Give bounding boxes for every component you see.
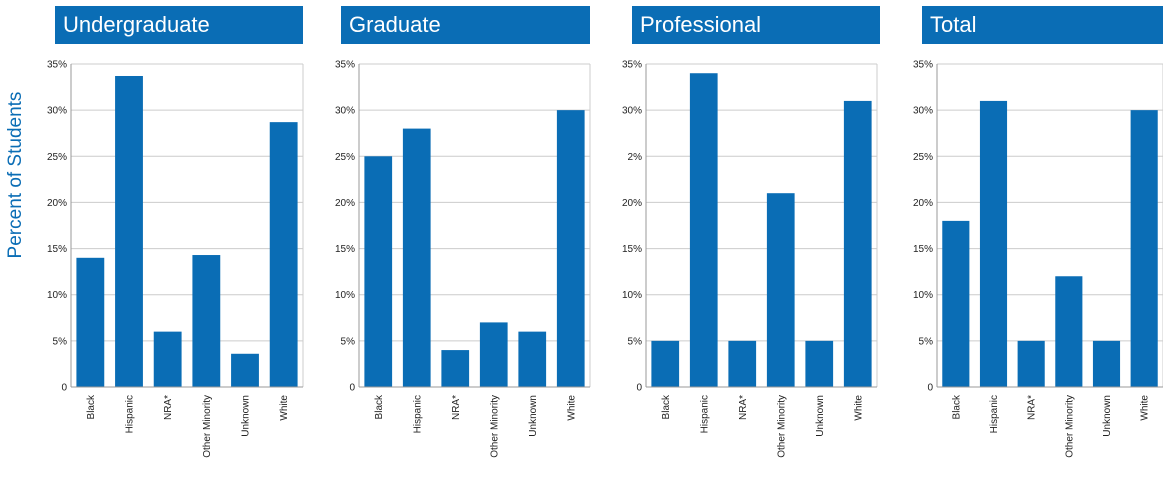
y-tick-label: 20% [622,198,642,209]
y-tick-label: 0 [349,383,355,394]
bar-other-minority [766,193,795,387]
y-tick-label: 10% [47,290,67,301]
bar-black [364,156,393,387]
y-tick-label: 5% [341,336,356,347]
bar-other-minority [1055,276,1083,387]
bar-nra- [728,340,757,387]
y-tick-label: 10% [622,290,642,301]
bar-nra- [441,350,470,387]
y-tick-label: 10% [913,290,933,301]
chart-panel-2: 0 5% 10% 15% 20% 2% 30% 35% Black Hispanic NRA* Oth… [622,60,878,458]
x-tick-label: Hispanic [412,395,423,433]
bar-black [942,220,970,387]
x-tick-label: NRA* [738,395,749,420]
y-tick-label: 35% [335,60,355,71]
y-tick-label: 20% [913,198,933,209]
chart-panel-3: 0 5% 10% 15% 20% 25% 30% 35% Black Hispanic NRA* Ot… [913,60,1163,458]
x-tick-label: Other Minority [1064,395,1075,458]
y-tick-label: 15% [622,244,642,255]
x-tick-label: White [279,395,290,421]
y-tick-label: 30% [47,106,67,117]
y-tick-label: 30% [913,106,933,117]
x-tick-label: Black [374,394,385,419]
x-tick-label: White [1140,395,1151,421]
panel-title-professional: Professional [632,6,880,44]
x-tick-label: Black [86,394,97,419]
y-tick-label: 25% [335,152,355,163]
bar-hispanic [689,73,718,387]
bar-nra- [153,331,182,387]
y-tick-label: 15% [47,244,67,255]
x-tick-label: NRA* [1027,395,1038,420]
x-tick-label: Unknown [1102,395,1113,437]
x-tick-label: Hispanic [699,395,710,433]
y-tick-label: 5% [628,336,643,347]
bar-unknown [518,331,547,387]
x-tick-label: Other Minority [489,395,500,458]
y-tick-label: 35% [622,60,642,71]
y-tick-label: 20% [47,198,67,209]
bar-other-minority [192,255,221,387]
y-tick-label: 20% [335,198,355,209]
y-tick-label: 30% [335,106,355,117]
bar-white [269,122,298,387]
bar-unknown [231,353,259,387]
bar-white [843,100,872,388]
y-tick-label: 35% [913,60,933,71]
x-tick-label: Hispanic [989,395,1000,433]
y-tick-label: 0 [61,383,67,394]
y-tick-label: 15% [335,244,355,255]
bar-hispanic [402,128,431,387]
y-tick-label: 0 [636,383,642,394]
panel-title-undergraduate: Undergraduate [55,6,303,44]
bar-white [1130,110,1158,388]
x-tick-label: NRA* [163,395,174,420]
panel-title-total: Total [922,6,1163,44]
panel-title-graduate: Graduate [341,6,590,44]
y-tick-label: 10% [335,290,355,301]
y-tick-label: 30% [622,106,642,117]
bar-black [651,340,680,387]
bar-hispanic [979,100,1008,388]
y-tick-label: 15% [913,244,933,255]
bar-unknown [805,340,834,387]
chart-panel-0: 0 5% 10% 15% 20% 25% 30% 35% Black Hispanic NRA* Ot… [47,60,304,458]
x-tick-label: Unknown [815,395,826,437]
x-tick-label: Black [951,394,962,419]
x-tick-label: Hispanic [125,395,136,433]
x-tick-label: Unknown [528,395,539,437]
y-tick-label: 35% [47,60,67,71]
x-tick-label: White [566,395,577,421]
bar-nra- [1017,340,1045,387]
bar-black [76,257,105,387]
y-tick-label: 0 [927,383,933,394]
bar-unknown [1092,340,1121,387]
y-tick-label: 5% [919,336,934,347]
x-tick-label: Black [661,394,672,419]
bar-white [556,110,585,388]
y-tick-label: 5% [53,336,68,347]
x-tick-label: Other Minority [202,395,213,458]
x-tick-label: NRA* [451,395,462,420]
y-tick-label: 25% [47,152,67,163]
y-tick-label: 2% [628,152,643,163]
x-tick-label: White [853,395,864,421]
x-tick-label: Unknown [241,395,252,437]
y-tick-label: 25% [913,152,933,163]
bar-other-minority [479,322,508,387]
x-tick-label: Other Minority [776,395,787,458]
bar-hispanic [115,75,143,388]
chart-panel-1: 0 5% 10% 15% 20% 25% 30% 35% Black Hispanic NRA* Ot… [335,60,591,458]
